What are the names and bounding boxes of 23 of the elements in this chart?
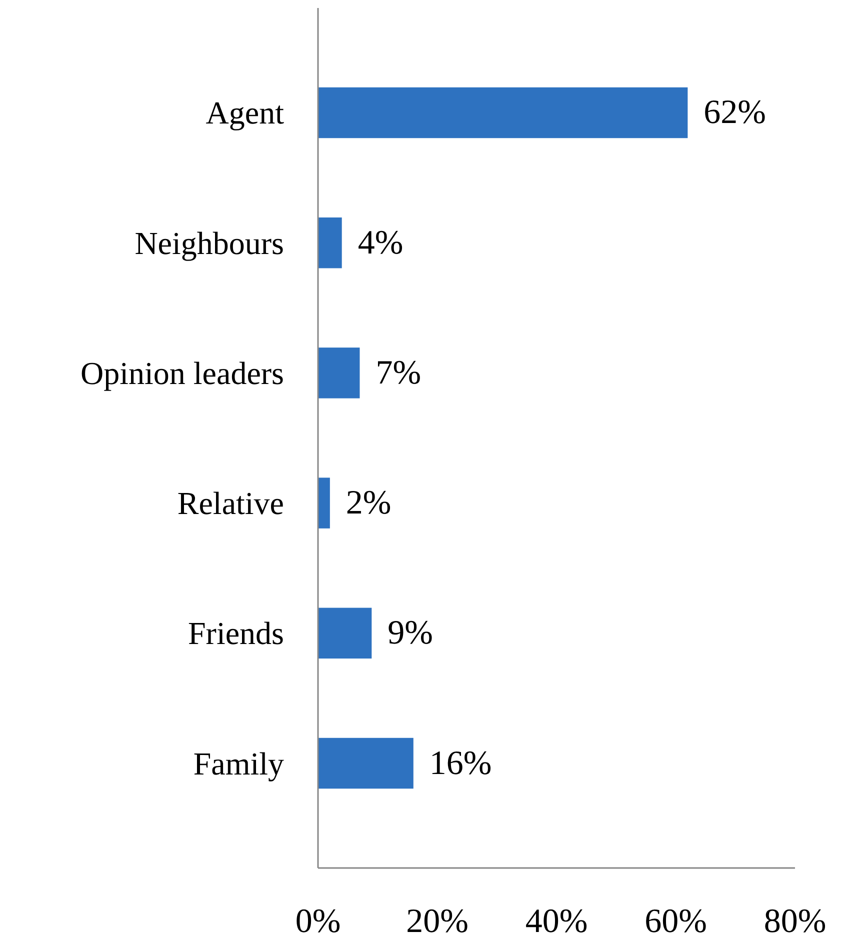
y-tick-label: Neighbours — [134, 224, 284, 261]
y-tick-label: Opinion leaders — [80, 354, 284, 391]
bar — [318, 608, 372, 659]
y-tick-label: Friends — [188, 615, 284, 652]
data-label: 62% — [704, 94, 766, 132]
y-tick-label: Relative — [177, 485, 284, 522]
data-label: 16% — [429, 744, 492, 782]
bar — [318, 478, 330, 528]
x-tick-label: 80% — [764, 903, 826, 940]
x-tick-label: 0% — [295, 903, 341, 940]
x-tick-label: 20% — [406, 903, 468, 940]
x-tick-label: 40% — [525, 903, 588, 940]
bar — [318, 87, 688, 138]
bar — [318, 738, 414, 789]
bar — [318, 217, 342, 268]
data-label: 2% — [346, 484, 392, 522]
y-tick-label: Agent — [206, 94, 284, 131]
data-label: 7% — [376, 354, 422, 392]
data-label: 4% — [358, 224, 404, 262]
y-tick-label: Family — [193, 745, 284, 782]
data-label: 9% — [388, 614, 433, 652]
bar — [318, 348, 360, 398]
x-tick-label: 60% — [644, 903, 707, 940]
